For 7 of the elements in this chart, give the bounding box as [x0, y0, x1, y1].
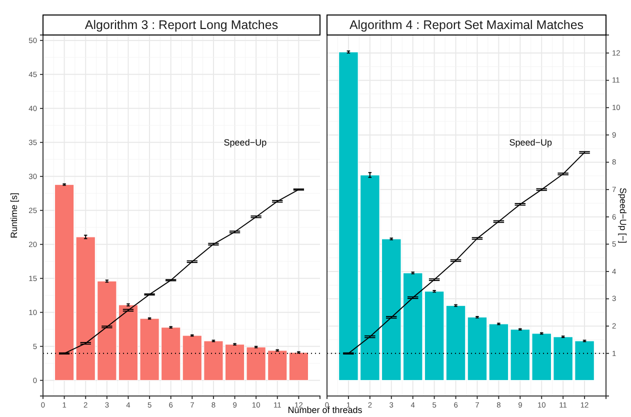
chart-title: Algorithm 4 : Report Set Maximal Matches	[349, 18, 584, 32]
y2-axis-title: Speed−Up [−]	[618, 188, 628, 244]
y-axis-title: Runtime [s]	[9, 192, 19, 238]
x-axis-title: Number of threads	[288, 405, 363, 415]
annotation: Speed−Up	[509, 137, 552, 148]
annotation: Speed−Up	[224, 137, 267, 148]
chart-title: Algorithm 3 : Report Long Matches	[84, 18, 278, 32]
